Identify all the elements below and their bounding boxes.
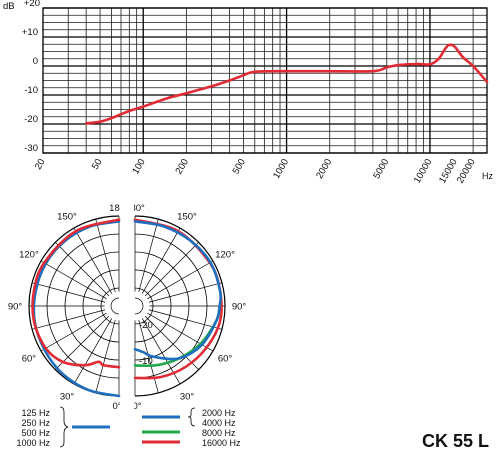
fr-x-axis-unit: Hz: [482, 171, 493, 181]
legend-label: 125 Hz: [21, 408, 50, 418]
fr-x-tick-label: 100: [130, 157, 147, 176]
model-name: CK 55 L: [422, 431, 489, 451]
fr-y-tick-label: +10: [22, 27, 38, 38]
fr-y-tick-label: -30: [24, 143, 38, 154]
polar-spoke: [55, 242, 110, 297]
polar-spoke: [73, 318, 113, 385]
fr-y-tick-label: 0: [33, 56, 38, 67]
polar-center-gap: [120, 196, 134, 416]
fr-response-curve: [84, 43, 489, 125]
polar-spoke: [147, 260, 214, 300]
fr-y-axis-label: dB: [3, 1, 15, 12]
polar-spoke: [95, 319, 116, 394]
polar-spoke: [144, 315, 199, 370]
polar-spoke: [31, 282, 106, 303]
polar-curve: [32, 220, 121, 398]
polar-spoke: [31, 309, 106, 330]
legend-label: 1000 Hz: [16, 438, 50, 448]
fr-y-tick-label: -20: [24, 114, 38, 125]
fr-x-tick-label: 1000: [271, 157, 291, 181]
polar-angle-label: 30°: [180, 392, 195, 403]
polar-spoke: [141, 227, 181, 294]
fr-x-tick-label: 50: [90, 157, 105, 172]
fr-x-tick-label: 2000: [314, 157, 334, 181]
polar-spoke: [148, 282, 223, 303]
fr-y-tick-label: +20: [24, 0, 40, 9]
fr-y-tick-label: -10: [24, 85, 38, 96]
fr-x-tick-label: 5000: [371, 157, 391, 181]
fr-x-tick-label: 500: [231, 157, 248, 176]
polar-angle-label: 150°: [177, 211, 197, 222]
polar-spoke: [95, 218, 116, 293]
polar-angle-label: 60°: [22, 354, 37, 365]
polar-angle-label: 180°: [125, 203, 145, 214]
polar-angle-label: 90°: [232, 302, 247, 313]
polar-spoke: [73, 227, 113, 294]
polar-spoke: [144, 242, 199, 297]
polar-angle-label: 90°: [8, 302, 23, 313]
fr-x-tick-label: 10000: [412, 157, 435, 185]
fr-x-tick-label: 20: [33, 157, 48, 172]
legend-label: 4000 Hz: [202, 418, 236, 428]
frequency-response-chart: +20 +10 0 -10 -20 -30 dB 20 50 100 200 500 1000 2000 5…: [3, 0, 493, 185]
polar-angle-label: 120°: [19, 250, 39, 261]
polar-angle-label: 60°: [218, 354, 233, 365]
polar-spoke: [138, 218, 159, 293]
polar-angle-label: 120°: [215, 250, 235, 261]
polar-angle-label: 0°: [112, 401, 121, 412]
polar-radial-label: -20: [139, 320, 153, 331]
polar-angle-label: 30°: [60, 392, 75, 403]
polar-angle-label: 150°: [57, 211, 77, 222]
legend-brace: [59, 406, 69, 448]
legend-label: 16000 Hz: [202, 438, 241, 448]
polar-grid: 0° 0° 30° 30° 60° 60° 90° 90° 120° 120° 150° 150° 18…: [8, 203, 247, 412]
polar-curve: [133, 220, 223, 361]
fr-x-tick-label: 200: [174, 157, 191, 176]
polar-angle-label: 180°: [109, 203, 129, 214]
legend-label: 500 Hz: [21, 428, 50, 438]
fr-grid: [42, 7, 488, 154]
polar-angle-label: 0°: [132, 401, 141, 412]
polar-radial-label: -10: [139, 356, 153, 367]
fr-x-tick-label: 20000: [455, 157, 478, 185]
polar-spoke: [148, 309, 223, 330]
legend-label: 250 Hz: [21, 418, 50, 428]
legend-brace: [187, 407, 196, 427]
polar-inner-ring: [134, 297, 144, 315]
polar-spoke: [55, 315, 110, 370]
polar-curve: [31, 218, 121, 369]
polar-pattern-chart: 0° 0° 30° 30° 60° 60° 90° 90° 120° 120° 150° 150° 18…: [8, 196, 247, 416]
polar-spoke: [40, 260, 107, 300]
legend-label: 2000 Hz: [202, 408, 236, 418]
polar-spoke: [40, 312, 107, 352]
legend-label: 8000 Hz: [202, 428, 236, 438]
polar-inner-ring: [110, 297, 120, 315]
